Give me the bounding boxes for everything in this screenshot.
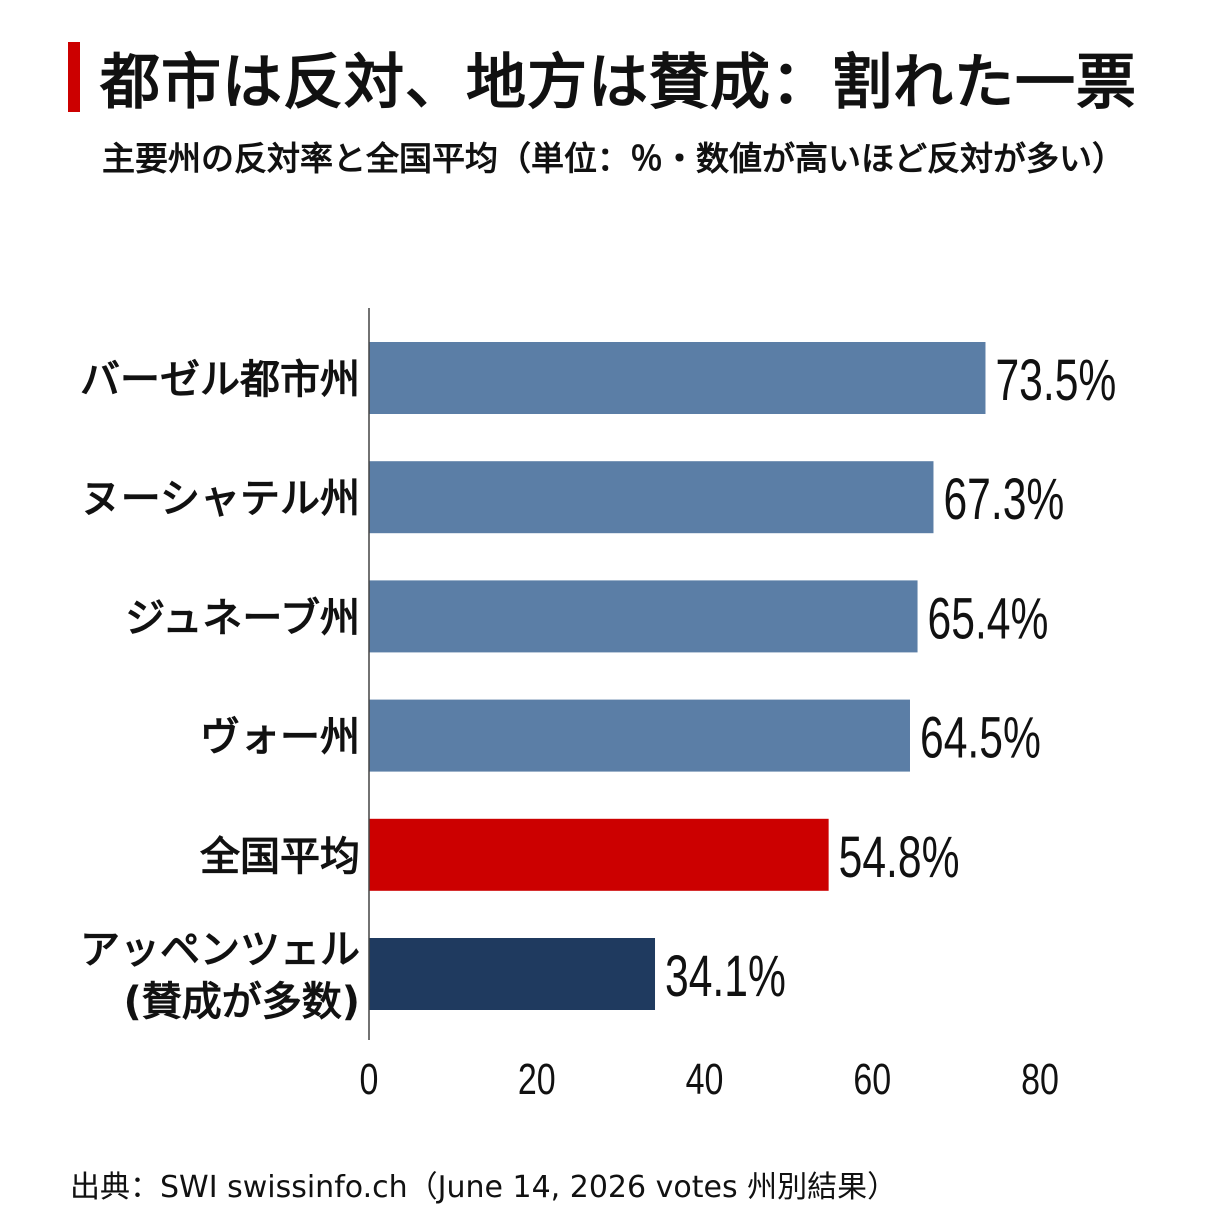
data-label: 54.8% bbox=[839, 824, 960, 889]
bar bbox=[369, 580, 918, 653]
category-label: アッペンツェル bbox=[80, 927, 360, 973]
category-label: 全国平均 bbox=[199, 834, 360, 880]
data-label: 67.3% bbox=[943, 467, 1064, 532]
bar bbox=[369, 461, 934, 534]
x-tick-label: 0 bbox=[360, 1055, 379, 1104]
chart-title: 都市は反対、地方は賛成：割れた一票 bbox=[100, 48, 1137, 118]
category-label: バーゼル都市州 bbox=[80, 357, 360, 403]
x-tick-label: 40 bbox=[686, 1055, 724, 1104]
category-label: ジュネーブ州 bbox=[125, 595, 360, 641]
bar bbox=[369, 342, 986, 414]
data-label: 65.4% bbox=[928, 586, 1049, 651]
bar bbox=[369, 818, 829, 891]
data-label: 73.5% bbox=[995, 348, 1116, 413]
x-tick-label: 80 bbox=[1021, 1055, 1059, 1104]
chart-subtitle: 主要州の反対率と全国平均（単位：％・数値が高いほど反対が多い） bbox=[102, 139, 1125, 178]
data-label: 34.1% bbox=[665, 944, 786, 1009]
x-tick-label: 60 bbox=[853, 1055, 891, 1104]
category-label: (賛成が多数) bbox=[123, 979, 360, 1025]
bar bbox=[369, 938, 656, 1010]
category-label: ヌーシャテル州 bbox=[81, 476, 360, 522]
source-note: 出典：SWI swissinfo.ch（June 14, 2026 votes … bbox=[70, 1170, 898, 1205]
title-accent-bar bbox=[68, 42, 80, 112]
bar bbox=[369, 699, 910, 772]
data-label: 64.5% bbox=[920, 705, 1041, 770]
x-tick-label: 20 bbox=[518, 1055, 556, 1104]
category-label: ヴォー州 bbox=[200, 715, 360, 761]
